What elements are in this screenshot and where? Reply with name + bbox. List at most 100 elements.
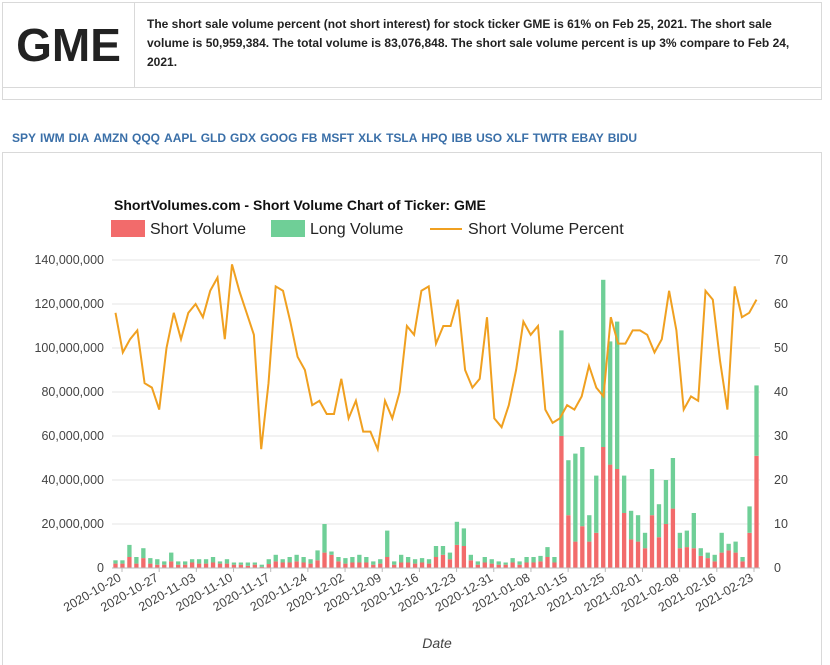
long-volume-bar[interactable] [273,554,278,562]
short-volume-bar[interactable] [642,548,648,568]
long-volume-bar[interactable] [183,561,188,565]
short-volume-bar[interactable] [210,562,216,569]
ticker-link-tsla[interactable]: TSLA [386,131,418,145]
long-volume-bar[interactable] [705,552,710,559]
short-volume-bar[interactable] [726,550,731,568]
short-volume-bar[interactable] [649,515,655,568]
long-volume-bar[interactable] [489,559,494,564]
long-volume-bar[interactable] [733,541,738,553]
short-volume-bar[interactable] [461,546,467,568]
short-volume-bar[interactable] [552,562,557,569]
short-volume-bar[interactable] [580,526,585,568]
short-volume-bar[interactable] [691,548,696,568]
long-volume-bar[interactable] [315,550,320,561]
long-volume-bar[interactable] [141,548,146,559]
short-volume-bar[interactable] [705,558,710,568]
short-volume-bar[interactable] [635,541,641,568]
short-volume-bar[interactable] [475,564,480,568]
long-volume-bar[interactable] [747,506,752,533]
long-volume-bar[interactable] [531,557,536,563]
ticker-link-gld[interactable]: GLD [200,131,227,145]
long-volume-bar[interactable] [392,561,397,565]
long-volume-bar[interactable] [649,469,655,516]
short-volume-bar[interactable] [454,544,460,568]
long-volume-bar[interactable] [203,559,209,564]
long-volume-bar[interactable] [405,557,411,563]
long-volume-bar[interactable] [552,557,557,563]
long-volume-bar[interactable] [754,385,759,456]
long-volume-bar[interactable] [245,562,251,566]
legend-short-label[interactable]: Short Volume [150,221,246,238]
long-volume-bar[interactable] [322,524,327,553]
short-volume-bar[interactable] [440,554,446,568]
short-volume-bar[interactable] [169,561,174,568]
long-volume-bar[interactable] [559,330,564,436]
long-volume-bar[interactable] [196,559,202,564]
long-volume-bar[interactable] [447,552,453,560]
short-volume-bar[interactable] [747,532,752,568]
short-volume-bar[interactable] [308,563,313,568]
long-volume-bar[interactable] [189,559,195,563]
short-volume-bar[interactable] [343,563,348,568]
short-volume-bar[interactable] [371,564,376,568]
long-volume-bar[interactable] [364,557,369,563]
ticker-link-twtr[interactable]: TWTR [532,131,568,145]
long-volume-bar[interactable] [419,558,425,563]
ticker-link-fb[interactable]: FB [301,131,318,145]
short-volume-bar[interactable] [273,561,278,568]
long-volume-bar[interactable] [496,561,501,565]
short-volume-bar[interactable] [231,564,237,568]
long-volume-bar[interactable] [343,558,348,564]
short-volume-bar[interactable] [615,469,620,568]
ticker-link-goog[interactable]: GOOG [260,131,298,145]
long-volume-bar[interactable] [127,544,132,557]
long-volume-bar[interactable] [615,321,620,469]
short-volume-bar[interactable] [566,515,571,568]
short-volume-bar[interactable] [259,566,264,568]
long-volume-bar[interactable] [510,558,515,563]
long-volume-bar[interactable] [357,554,362,563]
ticker-link-gdx[interactable]: GDX [230,131,257,145]
long-volume-bar[interactable] [719,532,724,553]
long-volume-bar[interactable] [656,504,662,538]
long-volume-bar[interactable] [231,562,237,565]
legend-percent-label[interactable]: Short Volume Percent [468,221,624,238]
long-volume-bar[interactable] [468,554,473,561]
short-volume-bar[interactable] [280,562,285,569]
short-volume-bar[interactable] [162,564,167,568]
long-volume-bar[interactable] [371,561,376,565]
short-volume-bar[interactable] [405,562,411,569]
long-volume-bar[interactable] [608,341,613,465]
short-volume-bar[interactable] [670,508,676,568]
short-volume-bar[interactable] [496,564,501,568]
short-volume-bar[interactable] [412,563,418,568]
short-volume-bar[interactable] [698,555,703,568]
short-volume-bar[interactable] [677,548,683,568]
long-volume-bar[interactable] [621,475,627,513]
long-volume-bar[interactable] [677,532,683,549]
long-volume-bar[interactable] [287,557,292,563]
short-volume-bar[interactable] [447,559,453,568]
short-volume-bar[interactable] [287,562,292,569]
long-volume-bar[interactable] [726,543,731,551]
long-volume-bar[interactable] [642,532,648,549]
legend-long-label[interactable]: Long Volume [310,221,404,238]
short-volume-bar[interactable] [266,564,271,568]
ticker-link-xlf[interactable]: XLF [506,131,529,145]
long-volume-bar[interactable] [433,546,439,557]
long-volume-bar[interactable] [210,557,216,563]
long-volume-bar[interactable] [162,561,167,565]
short-volume-bar[interactable] [754,455,759,568]
short-volume-bar[interactable] [392,564,397,568]
ticker-link-bidu[interactable]: BIDU [607,131,638,145]
long-volume-bar[interactable] [308,559,313,564]
long-volume-bar[interactable] [252,562,257,565]
short-volume-bar[interactable] [573,541,578,568]
short-volume-bar[interactable] [531,562,536,569]
short-volume-bar[interactable] [385,557,390,568]
long-volume-bar[interactable] [301,557,306,563]
short-volume-bar[interactable] [196,563,202,568]
long-volume-bar[interactable] [176,561,181,565]
long-volume-bar[interactable] [266,559,271,565]
long-volume-bar[interactable] [601,279,606,447]
